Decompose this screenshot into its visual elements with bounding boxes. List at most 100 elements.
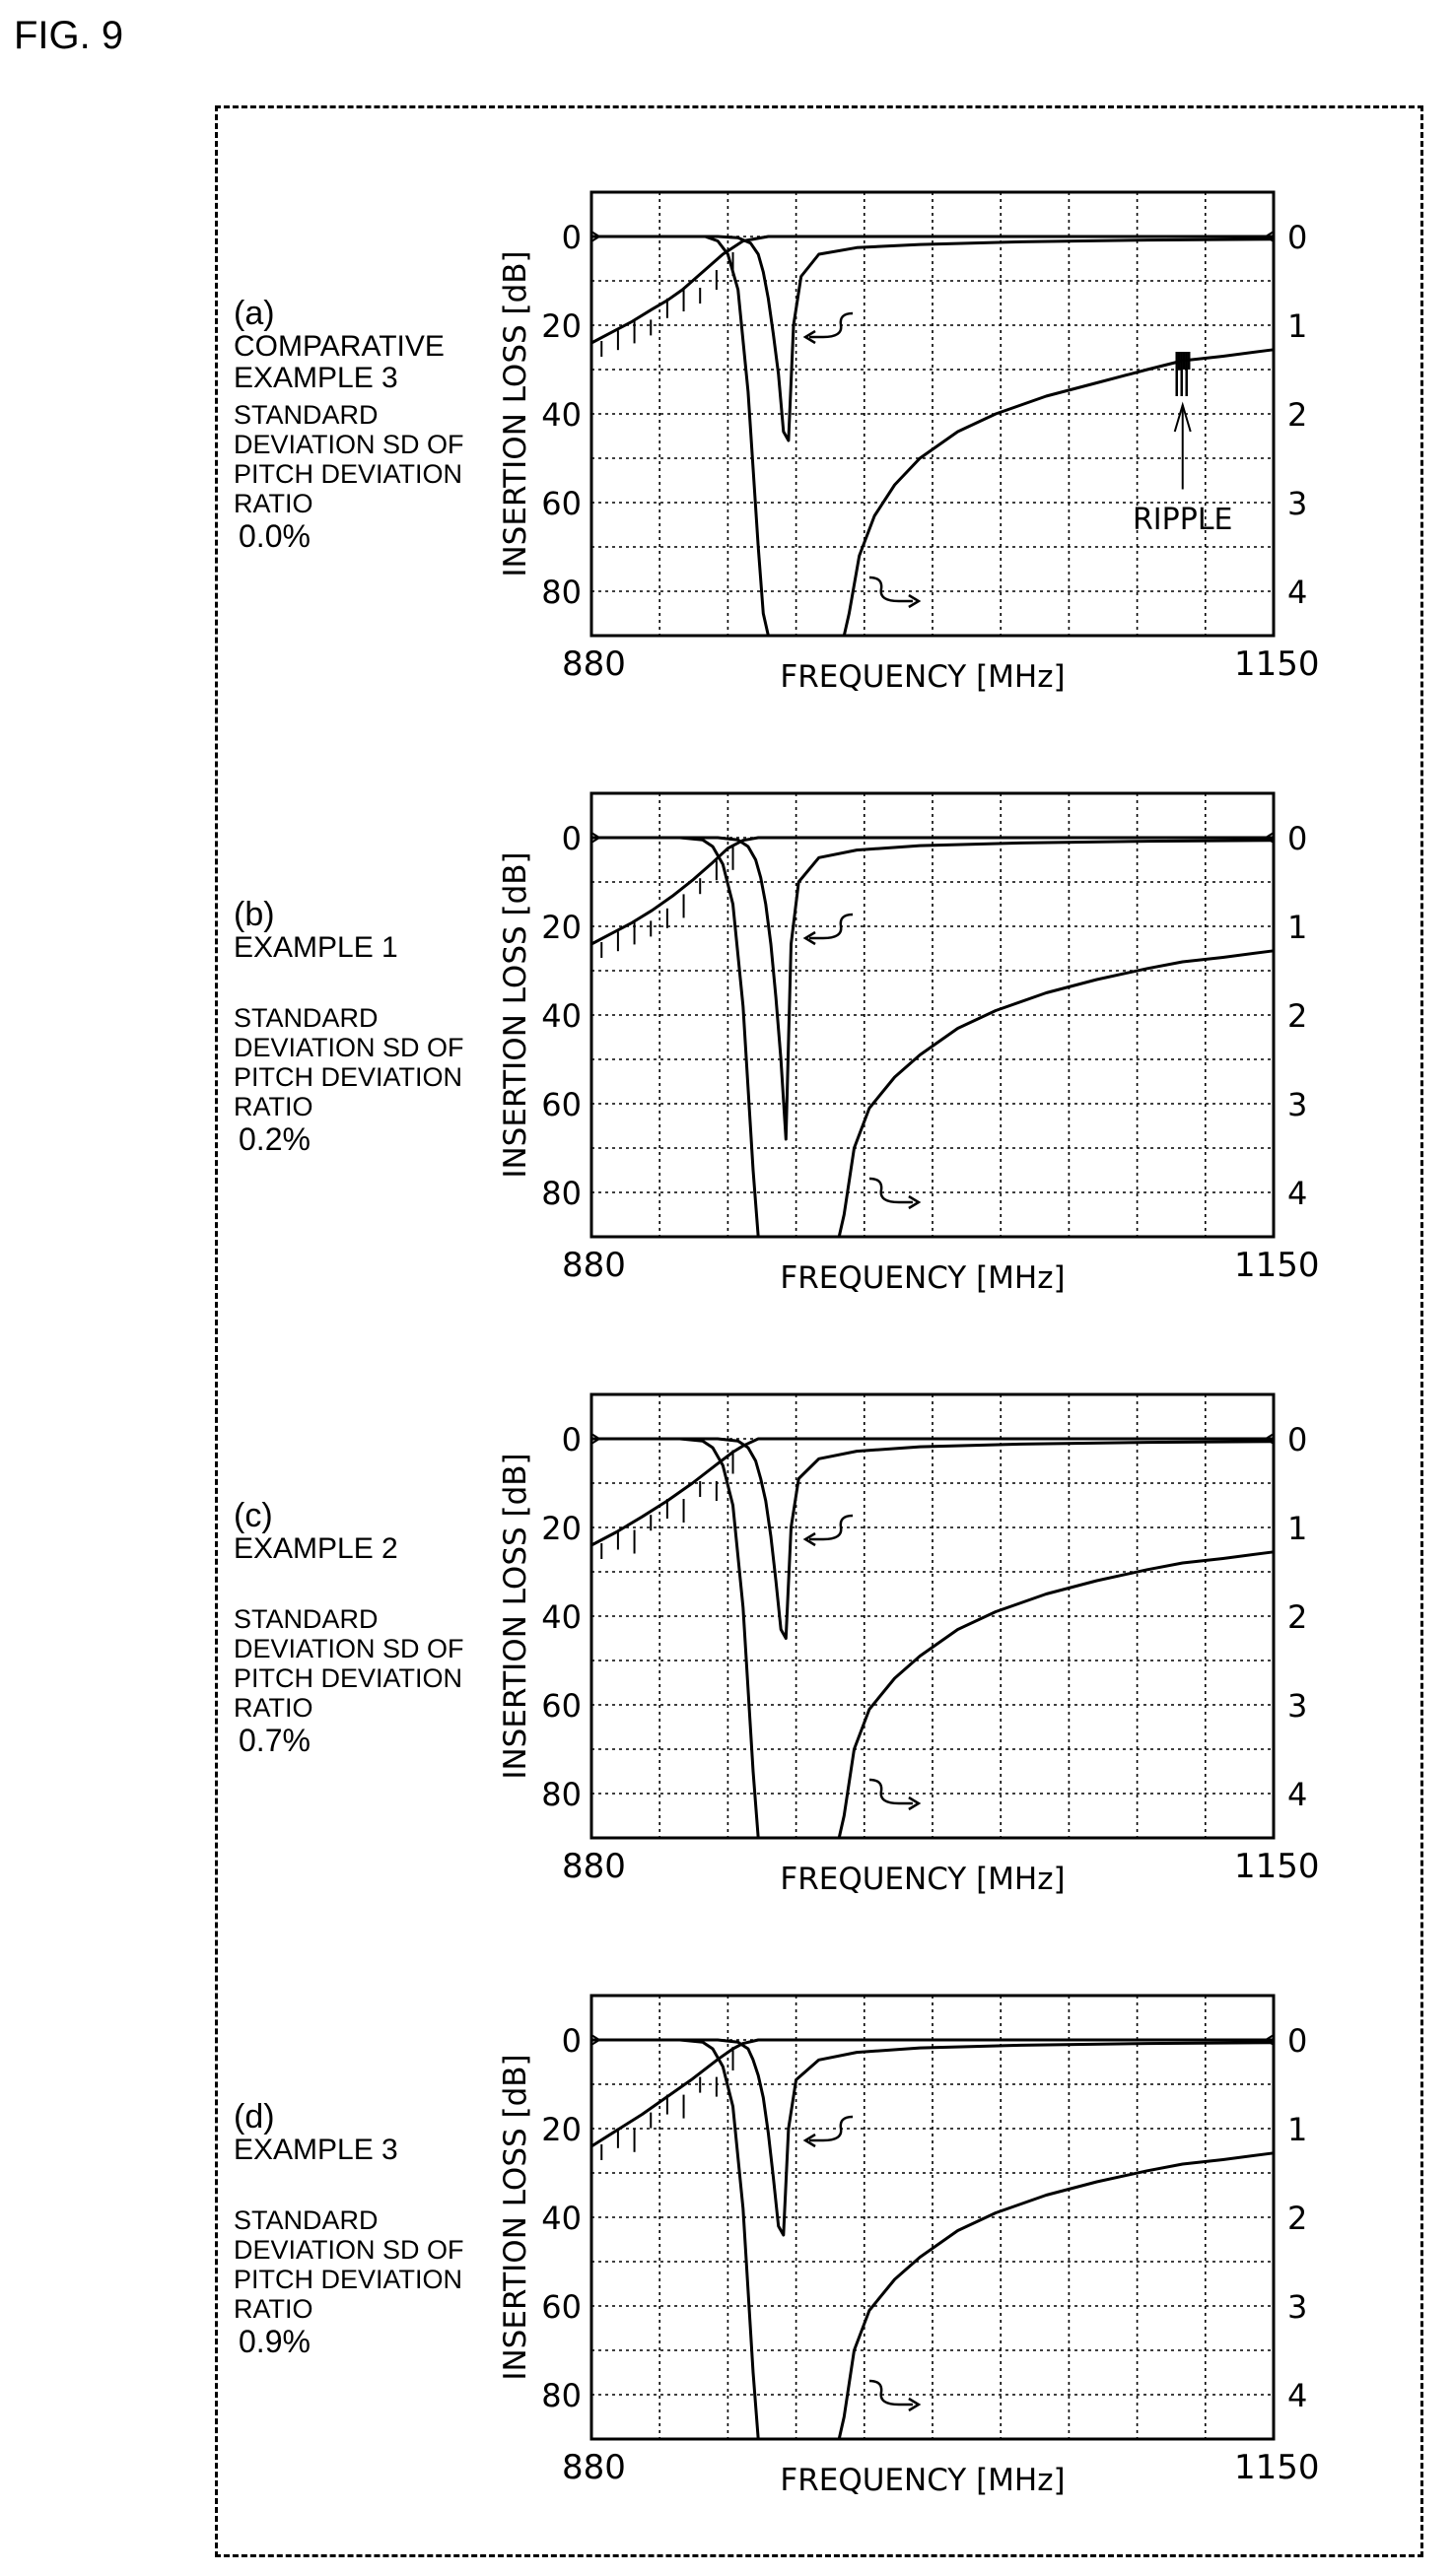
insertion-loss-chart: 0 20 40 60 80 0 1 2 3 4 880 1150 FREQUENCY [MHz] INSE…	[498, 791, 1320, 1296]
sd-caption-line: STANDARD	[234, 400, 379, 430]
panel-label: (a)	[234, 295, 275, 332]
x-tick-max: 1150	[1234, 1847, 1320, 1886]
indicator-arrow-left-axis	[809, 1514, 854, 1541]
y-tick-right: 0	[1287, 219, 1307, 256]
indicator-arrowhead	[802, 329, 816, 345]
indicator-arrowhead	[802, 930, 816, 946]
y-tick-left: 40	[541, 396, 582, 434]
indicator-arrowhead	[802, 1531, 816, 1547]
x-axis-label: FREQUENCY [MHz]	[780, 1862, 1065, 1897]
sd-value: 0.0%	[239, 518, 311, 554]
y-tick-right: 1	[1287, 2111, 1307, 2148]
y-tick-right: 3	[1287, 2288, 1307, 2326]
indicator-arrowhead	[908, 593, 922, 609]
indicator-arrow-right-axis	[868, 2379, 913, 2407]
series-line-2	[591, 1437, 1275, 1840]
sd-caption-line: RATIO	[234, 489, 313, 518]
figure-label: FIG. 9	[14, 14, 124, 57]
indicator-arrowhead	[908, 1796, 922, 1811]
y-tick-left: 20	[541, 909, 582, 946]
y-tick-right: 4	[1287, 1175, 1307, 1212]
plot-frame	[589, 791, 1276, 1239]
y-tick-right: 1	[1287, 307, 1307, 345]
panel-label: (d)	[234, 2098, 275, 2135]
plot-frame	[589, 1994, 1276, 2441]
y-tick-left: 0	[562, 2022, 582, 2060]
example-name-line: EXAMPLE 3	[234, 362, 398, 394]
x-tick-min: 880	[562, 2448, 626, 2487]
series-line-2	[591, 235, 1275, 638]
y-tick-left: 0	[562, 820, 582, 857]
y-tick-right: 4	[1287, 574, 1307, 611]
chart-panel: (c) EXAMPLE 2 STANDARD DEVIATION SD OF PITCH…	[0, 1202, 1453, 1897]
sd-caption-line: DEVIATION SD OF	[234, 430, 464, 459]
chart-panel: (a) COMPARATIVE EXAMPLE 3 STANDARD DEVIATION…	[0, 0, 1453, 695]
series-line-1	[591, 836, 1275, 1141]
series-line-0	[590, 2038, 1274, 2148]
ripple-arrowhead	[1173, 401, 1192, 433]
chart-panel: (d) EXAMPLE 3 STANDARD DEVIATION SD OF PITCH…	[0, 1803, 1453, 2498]
y-tick-right: 2	[1287, 396, 1307, 434]
y-tick-left: 60	[541, 1687, 582, 1725]
figure-frame	[215, 105, 1423, 2557]
y-tick-right: 2	[1287, 1598, 1307, 1636]
y-tick-right: 0	[1287, 2022, 1307, 2060]
panel-description: (d) EXAMPLE 3 STANDARD DEVIATION SD OF PITCH…	[234, 2099, 529, 2359]
example-name-line: EXAMPLE 3	[234, 2134, 398, 2166]
y-tick-right: 1	[1287, 1510, 1307, 1547]
y-tick-right: 3	[1287, 485, 1307, 522]
indicator-arrowhead	[908, 1194, 922, 1210]
y-tick-left: 80	[541, 574, 582, 611]
x-tick-max: 1150	[1234, 2448, 1320, 2487]
y-tick-left: 80	[541, 1175, 582, 1212]
y-tick-right: 1	[1287, 909, 1307, 946]
y-tick-right: 4	[1287, 2377, 1307, 2414]
series-line-0	[590, 235, 1274, 345]
example-name-line: EXAMPLE 2	[234, 1532, 398, 1565]
y-tick-left: 60	[541, 485, 582, 522]
sd-caption-line: PITCH DEVIATION	[234, 1663, 463, 1693]
series-line-1	[591, 2038, 1275, 2237]
y-tick-right: 2	[1287, 997, 1307, 1035]
series-line-1	[591, 1437, 1275, 1640]
sd-caption-line: RATIO	[234, 1693, 313, 1723]
sd-caption-line: DEVIATION SD OF	[234, 2235, 464, 2265]
sd-caption-line: DEVIATION SD OF	[234, 1634, 464, 1663]
sd-value: 0.2%	[239, 1121, 311, 1157]
indicator-arrowhead	[908, 2397, 922, 2412]
y-tick-left: 80	[541, 1776, 582, 1813]
sd-value: 0.7%	[239, 1723, 311, 1758]
y-tick-left: 40	[541, 2200, 582, 2237]
sd-caption-line: PITCH DEVIATION	[234, 2265, 463, 2294]
y-tick-right: 4	[1287, 1776, 1307, 1813]
series-line-2	[591, 836, 1275, 1239]
indicator-arrow-left-axis	[809, 311, 854, 339]
x-tick-min: 880	[562, 1847, 626, 1886]
ripple-annotation: RIPPLE	[1133, 503, 1233, 537]
insertion-loss-chart: 0 20 40 60 80 0 1 2 3 4 880 1150 FREQUENCY [MHz] INSE…	[498, 1392, 1320, 1897]
sd-caption-line: DEVIATION SD OF	[234, 1033, 464, 1062]
panel-label: (b)	[234, 896, 275, 933]
series-line-0	[590, 1437, 1274, 1547]
y-tick-right: 0	[1287, 1421, 1307, 1458]
insertion-loss-chart: 0 20 40 60 80 0 1 2 3 4 880 1150 FREQUENCY [MHz] INSE…	[498, 190, 1320, 695]
indicator-arrow-left-axis	[809, 2115, 854, 2142]
indicator-arrow-right-axis	[868, 1177, 913, 1204]
panel-description: (a) COMPARATIVE EXAMPLE 3 STANDARD DEVIATION…	[234, 296, 529, 554]
y-tick-left: 60	[541, 2288, 582, 2326]
series-line-0	[590, 836, 1274, 946]
series-line-2	[591, 2038, 1275, 2441]
x-axis-label: FREQUENCY [MHz]	[780, 1260, 1065, 1296]
y-tick-left: 20	[541, 2111, 582, 2148]
sd-caption-line: RATIO	[234, 2294, 313, 2324]
sd-caption-line: STANDARD	[234, 1003, 379, 1033]
sd-caption-line: STANDARD	[234, 2205, 379, 2235]
y-tick-right: 3	[1287, 1687, 1307, 1725]
y-tick-right: 2	[1287, 2200, 1307, 2237]
y-tick-left: 80	[541, 2377, 582, 2414]
sd-caption-line: RATIO	[234, 1092, 313, 1121]
sd-caption-line: PITCH DEVIATION	[234, 459, 463, 489]
y-tick-left: 0	[562, 1421, 582, 1458]
y-tick-left: 20	[541, 1510, 582, 1547]
x-tick-max: 1150	[1234, 1246, 1320, 1285]
